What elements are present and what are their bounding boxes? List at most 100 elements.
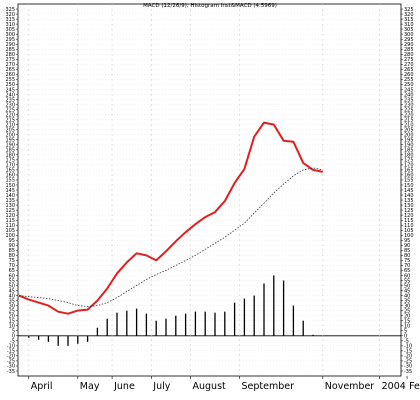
y-tick-label: 55	[9, 278, 15, 284]
y-tick-label: 290	[404, 42, 414, 48]
y-tick-label: 210	[404, 122, 414, 128]
y-tick-label: 20	[404, 313, 410, 319]
y-tick-label: 140	[404, 193, 414, 199]
y-tick-label: 185	[5, 148, 15, 154]
y-tick-label: 295	[5, 37, 15, 43]
y-tick-label: 305	[404, 27, 414, 33]
y-tick-label: 230	[404, 102, 414, 108]
y-tick-label: 300	[5, 32, 15, 38]
y-tick-label: 95	[404, 238, 410, 244]
y-tick-label: 70	[404, 263, 410, 269]
chart-grid	[17, 3, 408, 377]
macd-line	[18, 121, 323, 315]
y-tick-label: -25	[7, 359, 15, 365]
y-tick-label: 150	[404, 183, 414, 189]
y-tick-label: -15	[7, 349, 15, 355]
y-tick-label: 60	[9, 273, 15, 279]
y-tick-label: 105	[404, 228, 414, 234]
x-tick-label: April	[31, 381, 53, 392]
y-tick-label: 130	[5, 203, 15, 209]
y-tick-label: 45	[404, 288, 410, 294]
y-tick-label: 75	[9, 258, 15, 264]
y-tick-label: 40	[404, 293, 410, 299]
x-tick-label: August	[193, 381, 227, 392]
y-tick-label: 110	[5, 223, 15, 229]
x-axis: April May June July August September November 2…	[28, 376, 420, 392]
y-tick-label: 215	[5, 117, 15, 123]
y-tick-label: 310	[404, 22, 414, 28]
x-tick-label: May	[80, 381, 100, 392]
y-tick-label: 165	[404, 168, 414, 174]
y-tick-label: 210	[5, 122, 15, 128]
y-tick-label: 95	[9, 238, 15, 244]
y-tick-label: 245	[404, 87, 414, 93]
y-tick-label: 30	[9, 303, 15, 309]
y-tick-label: 190	[5, 143, 15, 149]
y-tick-label: 310	[5, 22, 15, 28]
x-tick-label: Fel	[409, 381, 420, 392]
y-tick-label: -5	[10, 339, 15, 345]
y-tick-label: -30	[7, 364, 15, 370]
y-tick-label: -20	[7, 354, 15, 360]
y-tick-label: 250	[5, 82, 15, 88]
y-tick-label: 25	[404, 308, 410, 314]
y-tick-label: 300	[404, 32, 414, 38]
y-axis-right: -35-30-25-20-15-10-505101520253035404550…	[401, 7, 414, 375]
y-tick-label: 220	[5, 112, 15, 118]
y-tick-label: 235	[404, 97, 414, 103]
y-tick-label: 65	[9, 268, 15, 274]
y-tick-label: 215	[404, 117, 414, 123]
y-tick-label: 135	[5, 198, 15, 204]
y-tick-label: 170	[5, 163, 15, 169]
y-tick-label: 85	[404, 248, 410, 254]
y-tick-label: 270	[404, 62, 414, 68]
y-tick-label: 145	[404, 188, 414, 194]
y-tick-label: 320	[5, 12, 15, 18]
y-tick-label: 325	[5, 7, 15, 13]
y-tick-label: 90	[404, 243, 410, 249]
y-tick-label: 60	[404, 273, 410, 279]
y-tick-label: 180	[5, 153, 15, 159]
y-tick-label: 75	[404, 258, 410, 264]
y-tick-label: 15	[404, 319, 410, 325]
y-tick-label: 285	[5, 47, 15, 53]
y-tick-label: 115	[404, 218, 414, 224]
y-tick-label: 195	[404, 138, 414, 144]
y-tick-label: 265	[5, 67, 15, 73]
line-series	[18, 121, 323, 315]
y-tick-label: 190	[404, 143, 414, 149]
y-tick-label: 155	[404, 178, 414, 184]
y-tick-label: 35	[404, 298, 410, 304]
y-tick-label: 230	[5, 102, 15, 108]
y-tick-label: -10	[7, 344, 15, 350]
y-tick-label: 325	[404, 7, 414, 13]
signal-line	[18, 167, 323, 308]
y-tick-label: 130	[404, 203, 414, 209]
y-tick-label: 240	[404, 92, 414, 98]
y-tick-label: 315	[5, 17, 15, 23]
y-tick-label: 305	[5, 27, 15, 33]
y-tick-label: 205	[404, 127, 414, 133]
y-tick-label: 245	[5, 87, 15, 93]
y-tick-label: 185	[404, 148, 414, 154]
y-tick-label: 175	[5, 158, 15, 164]
y-tick-label: 100	[5, 233, 15, 239]
y-tick-label: -15	[404, 349, 412, 355]
y-tick-label: 100	[404, 233, 414, 239]
y-axis-left: -35-30-25-20-15-10-505101520253035404550…	[5, 7, 18, 375]
y-tick-label: 280	[5, 52, 15, 58]
y-tick-label: 195	[5, 138, 15, 144]
y-tick-label: 15	[9, 319, 15, 325]
y-tick-label: 90	[9, 243, 15, 249]
y-tick-label: 20	[9, 313, 15, 319]
y-tick-label: -25	[404, 359, 412, 365]
y-tick-label: 225	[404, 107, 414, 113]
y-tick-label: 110	[404, 223, 414, 229]
y-tick-label: 55	[404, 278, 410, 284]
y-tick-label: 320	[404, 12, 414, 18]
histogram-series	[28, 275, 314, 346]
y-tick-label: 25	[9, 308, 15, 314]
y-tick-label: 65	[404, 268, 410, 274]
y-tick-label: 255	[5, 77, 15, 83]
